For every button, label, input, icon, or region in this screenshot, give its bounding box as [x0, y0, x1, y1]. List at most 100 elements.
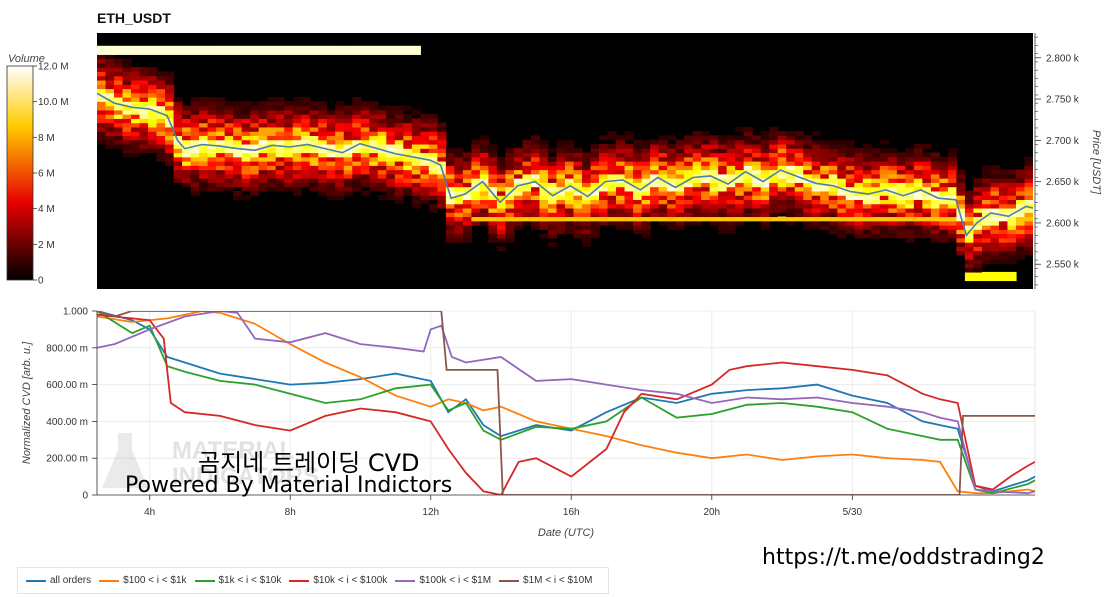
heatmap-cell [599, 135, 609, 141]
heatmap-cell [309, 105, 319, 111]
legend-item[interactable]: $1k < i < $10k [194, 575, 281, 586]
heatmap-cell [165, 92, 175, 98]
heatmap-cell [599, 178, 609, 183]
heatmap-cell [471, 143, 481, 149]
heatmap-cell [352, 131, 362, 136]
legend-item[interactable]: all orders [26, 575, 91, 586]
heatmap-cell [1007, 276, 1017, 282]
heatmap-cell [309, 45, 319, 51]
heatmap-cell [794, 212, 804, 218]
price-tick-label: 2.700 k [1046, 136, 1080, 147]
heatmap-cell [479, 173, 490, 179]
heatmap-cell [335, 45, 345, 51]
heatmap-cell [114, 126, 124, 132]
heatmap-cell [947, 178, 958, 183]
heatmap-cell [675, 148, 685, 154]
heatmap-cell [403, 139, 413, 145]
heatmap-cell [411, 131, 421, 136]
heatmap-cell [250, 152, 260, 158]
legend-item[interactable]: $1M < i < $10M [499, 575, 593, 586]
heatmap-cell [250, 114, 260, 119]
heatmap-cell [462, 178, 472, 183]
heatmap-cell [505, 212, 515, 218]
heatmap-cell [267, 97, 277, 102]
heatmap-cell [105, 54, 115, 60]
heatmap-cell [616, 156, 626, 162]
heatmap-cell [250, 135, 260, 141]
heatmap-cell [565, 195, 575, 200]
heatmap-cell [837, 220, 847, 226]
heatmap-cell [845, 195, 855, 200]
heatmap-cell [114, 135, 124, 141]
heatmap-cell [692, 148, 702, 154]
heatmap-cell [990, 178, 1000, 183]
heatmap-cell [1007, 242, 1017, 247]
heatmap-cell [216, 114, 226, 119]
heatmap-cell [896, 169, 906, 175]
heatmap-cell [454, 165, 464, 171]
heatmap-cell [837, 225, 847, 230]
heatmap-cell [539, 220, 549, 226]
heatmap-cell [752, 195, 762, 200]
heatmap-cell [896, 229, 906, 235]
heatmap-cell [394, 148, 404, 154]
heatmap-cell [394, 173, 404, 179]
heatmap-cell [199, 143, 209, 149]
heatmap-cell [233, 156, 243, 162]
heatmap-cell [343, 169, 353, 175]
heatmap-cell [913, 161, 923, 166]
legend-swatch [194, 579, 215, 582]
heatmap-cell [752, 178, 762, 183]
heatmap-cell [786, 143, 796, 149]
heatmap-cell [607, 190, 617, 196]
heatmap-cell [471, 165, 481, 171]
heatmap-cell [1007, 237, 1017, 243]
heatmap-cell [377, 182, 387, 188]
heatmap-cell [701, 156, 711, 162]
heatmap-cell [837, 139, 847, 145]
heatmap-cell [224, 161, 234, 166]
heatmap-cell [284, 131, 294, 136]
heatmap-cell [641, 225, 651, 230]
heatmap-cell [650, 216, 660, 222]
heatmap-cell [684, 139, 694, 145]
heatmap-cell [930, 165, 940, 171]
heatmap-cell [743, 139, 753, 145]
heatmap-cell [547, 173, 558, 179]
telegram-link[interactable]: https://t.me/oddstrading2 [762, 545, 1045, 570]
heatmap-cell [981, 229, 992, 235]
heatmap-cell [964, 259, 975, 264]
heatmap-cell [496, 229, 507, 235]
heatmap-cell [973, 199, 983, 205]
heatmap-cell [709, 169, 719, 175]
heatmap-cell [326, 186, 336, 192]
heatmap-cell [573, 212, 583, 218]
legend-item[interactable]: $100k < i < $1M [395, 575, 491, 586]
heatmap-cell [981, 254, 992, 260]
heatmap-cell [156, 135, 166, 141]
heatmap-cell [769, 199, 779, 205]
heatmap-cell [173, 126, 183, 132]
heatmap-cell [939, 186, 949, 192]
heatmap-cell [607, 195, 617, 200]
heatmap-cell [641, 195, 651, 200]
heatmap-cell [309, 131, 319, 136]
heatmap-cell [241, 118, 251, 124]
heatmap-cell [301, 152, 311, 158]
heatmap-cell [803, 173, 813, 179]
heatmap-cell [309, 118, 319, 124]
heatmap-cell [114, 143, 124, 149]
heatmap-cell [224, 148, 234, 154]
heatmap-cell [420, 152, 430, 158]
heatmap-cell [1024, 161, 1033, 166]
heatmap-cell [241, 135, 251, 141]
heatmap-cell [998, 182, 1009, 188]
heatmap-cell [590, 233, 600, 239]
legend-item[interactable]: $10k < i < $100k [289, 575, 387, 586]
heatmap-cell [964, 212, 975, 218]
heatmap-cell [182, 165, 192, 171]
legend-item[interactable]: $100 < i < $1k [99, 575, 187, 586]
heatmap-cell [105, 139, 115, 145]
heatmap-cell [760, 156, 770, 162]
heatmap-cell [947, 216, 958, 222]
